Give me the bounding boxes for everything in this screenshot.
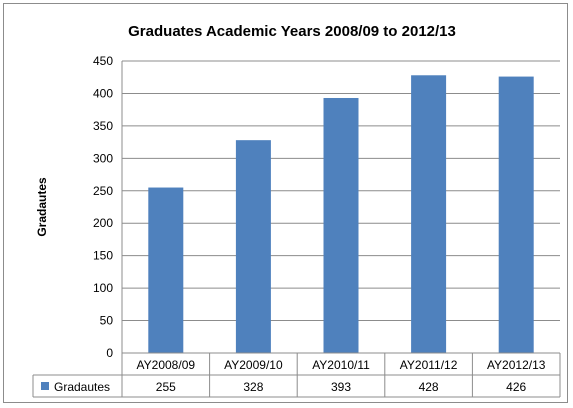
bar — [323, 97, 359, 353]
x-category-label: AY2012/13 — [487, 358, 546, 372]
y-tick-label: 200 — [93, 216, 113, 230]
bar — [148, 187, 184, 353]
x-category-label: AY2009/10 — [224, 358, 283, 372]
y-tick-label: 50 — [100, 314, 114, 328]
data-table-value: 393 — [331, 380, 351, 394]
x-category-label: AY2008/09 — [137, 358, 196, 372]
chart-frame: Graduates Academic Years 2008/09 to 2012… — [3, 3, 568, 403]
y-tick-label: 450 — [93, 54, 113, 68]
data-table-value: 426 — [506, 380, 526, 394]
y-tick-label: 250 — [93, 184, 113, 198]
data-table: AY2008/09 255 AY2009/10 328 AY2010/11 393 AY20… — [32, 352, 561, 398]
y-tick-label: 300 — [93, 151, 113, 165]
bars — [148, 75, 534, 353]
bar — [235, 140, 271, 353]
y-axis-title: Gradautes — [35, 177, 49, 237]
chart-title: Graduates Academic Years 2008/09 to 2012… — [128, 23, 456, 40]
legend-key — [41, 382, 49, 390]
y-tick-label: 400 — [93, 86, 113, 100]
x-category-label: AY2010/11 — [312, 358, 370, 372]
y-tick-label: 100 — [93, 281, 113, 295]
y-tick-label: 0 — [106, 346, 113, 360]
data-table-value: 428 — [419, 380, 439, 394]
y-axis-ticks: 0 50 100 150 200 250 300 350 400 450 — [93, 54, 113, 360]
data-table-value: 328 — [243, 380, 263, 394]
y-tick-label: 150 — [93, 249, 113, 263]
y-tick-label: 350 — [93, 119, 113, 133]
series-name-label: Gradautes — [54, 380, 110, 394]
bar — [498, 76, 534, 353]
bar — [411, 75, 447, 353]
data-table-value: 255 — [156, 380, 176, 394]
bar-chart: Graduates Academic Years 2008/09 to 2012… — [32, 23, 561, 398]
x-category-label: AY2011/12 — [400, 358, 458, 372]
